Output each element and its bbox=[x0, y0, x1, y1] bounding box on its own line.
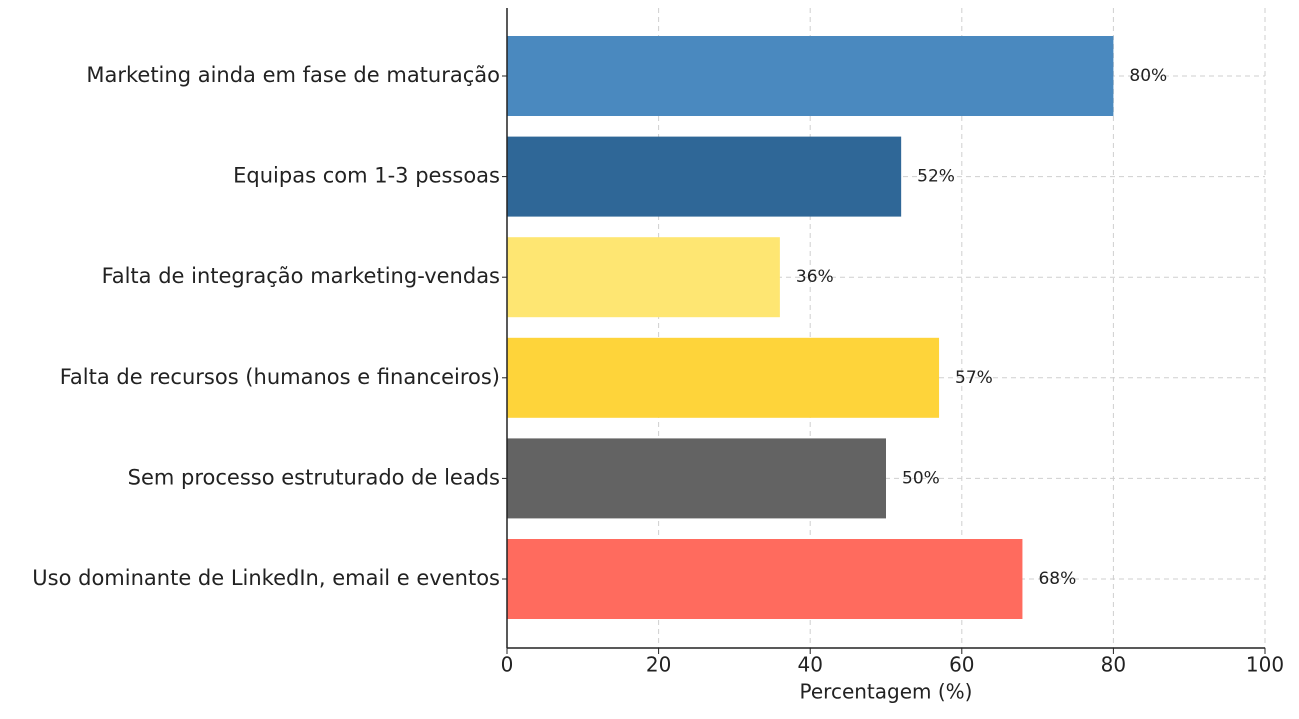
x-tick-label: 20 bbox=[646, 653, 671, 677]
x-tick-label: 60 bbox=[949, 653, 974, 677]
bar bbox=[507, 337, 940, 418]
x-tick-label: 100 bbox=[1246, 653, 1284, 677]
bar bbox=[507, 136, 902, 217]
y-tick-label: Equipas com 1-3 pessoas bbox=[233, 164, 500, 188]
x-axis-label: Percentagem (%) bbox=[800, 680, 973, 704]
x-tick-label: 0 bbox=[501, 653, 514, 677]
y-tick-label: Falta de integração marketing-vendas bbox=[102, 264, 500, 288]
y-tick-label: Sem processo estruturado de leads bbox=[128, 465, 500, 489]
value-label: 80% bbox=[1129, 66, 1167, 86]
bar bbox=[507, 237, 780, 318]
value-label: 68% bbox=[1038, 569, 1076, 589]
y-tick-label: Marketing ainda em fase de maturação bbox=[86, 63, 500, 87]
value-label: 52% bbox=[917, 167, 955, 187]
bar bbox=[507, 36, 1114, 116]
y-tick-label: Falta de recursos (humanos e financeiros… bbox=[60, 365, 500, 389]
value-label: 57% bbox=[955, 368, 993, 388]
value-label: 50% bbox=[902, 468, 940, 488]
x-tick-label: 80 bbox=[1101, 653, 1126, 677]
x-tick-label: 40 bbox=[797, 653, 822, 677]
bar bbox=[507, 438, 886, 519]
value-label: 36% bbox=[796, 267, 834, 287]
y-tick-label: Uso dominante de LinkedIn, email e event… bbox=[32, 566, 500, 590]
bar bbox=[507, 539, 1023, 619]
